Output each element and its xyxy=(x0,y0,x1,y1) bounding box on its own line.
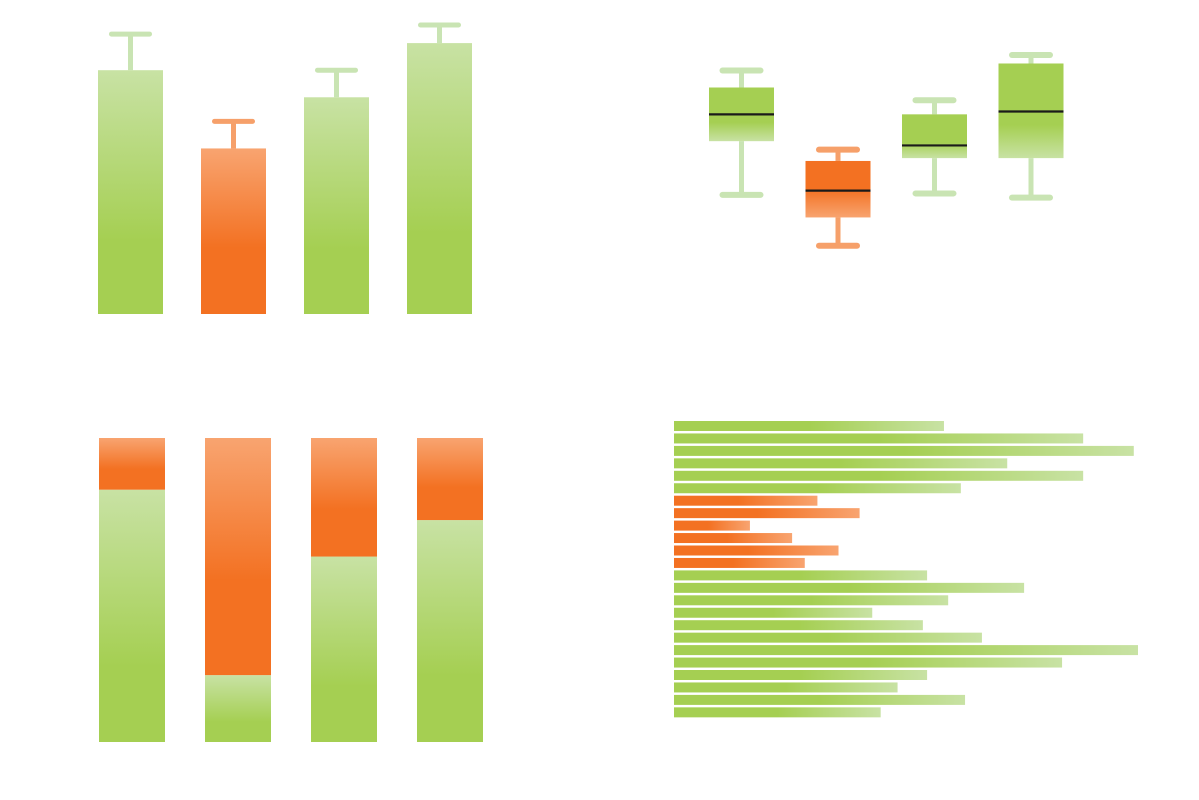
hbar-20 xyxy=(674,657,1063,668)
hbar-22 xyxy=(674,682,898,693)
stacked-bar-chart xyxy=(99,438,483,742)
hbar-8 xyxy=(674,508,860,519)
box-3 xyxy=(902,114,967,159)
hbar-3 xyxy=(674,445,1134,456)
hbar-19 xyxy=(674,645,1138,656)
bar-1 xyxy=(98,70,163,314)
hbar-13 xyxy=(674,570,928,581)
hbar-10 xyxy=(674,533,793,544)
bar-chart-with-error-bars xyxy=(98,22,472,314)
stacked-segment-4-2 xyxy=(417,438,483,521)
hbar-11 xyxy=(674,545,839,556)
stacked-segment-2-2 xyxy=(205,438,271,676)
hbar-1 xyxy=(674,421,944,431)
hbar-15 xyxy=(674,595,949,606)
hbar-24 xyxy=(674,707,881,718)
bar-2 xyxy=(201,148,266,314)
hbar-18 xyxy=(674,632,982,643)
hbar-12 xyxy=(674,557,805,568)
stacked-segment-3-1 xyxy=(311,556,377,742)
hbar-6 xyxy=(674,483,961,494)
box-2 xyxy=(805,160,871,218)
stacked-segment-1-2 xyxy=(99,438,165,490)
stacked-segment-2-1 xyxy=(205,675,271,742)
hbar-23 xyxy=(674,694,966,705)
hbar-14 xyxy=(674,582,1025,593)
hbar-5 xyxy=(674,470,1084,481)
stacked-segment-4-1 xyxy=(417,520,483,742)
hbar-17 xyxy=(674,620,923,631)
hbar-9 xyxy=(674,520,750,531)
hbar-16 xyxy=(674,607,873,618)
bar-4 xyxy=(407,43,472,314)
hbar-21 xyxy=(674,670,928,680)
hbar-7 xyxy=(674,495,818,506)
bar-3 xyxy=(304,97,369,314)
stacked-segment-1-1 xyxy=(99,489,165,742)
hbar-4 xyxy=(674,458,1008,469)
stacked-segment-3-2 xyxy=(311,438,377,557)
horizontal-bar-chart xyxy=(674,421,1138,718)
box-plot-chart xyxy=(709,52,1064,249)
hbar-2 xyxy=(674,433,1084,444)
